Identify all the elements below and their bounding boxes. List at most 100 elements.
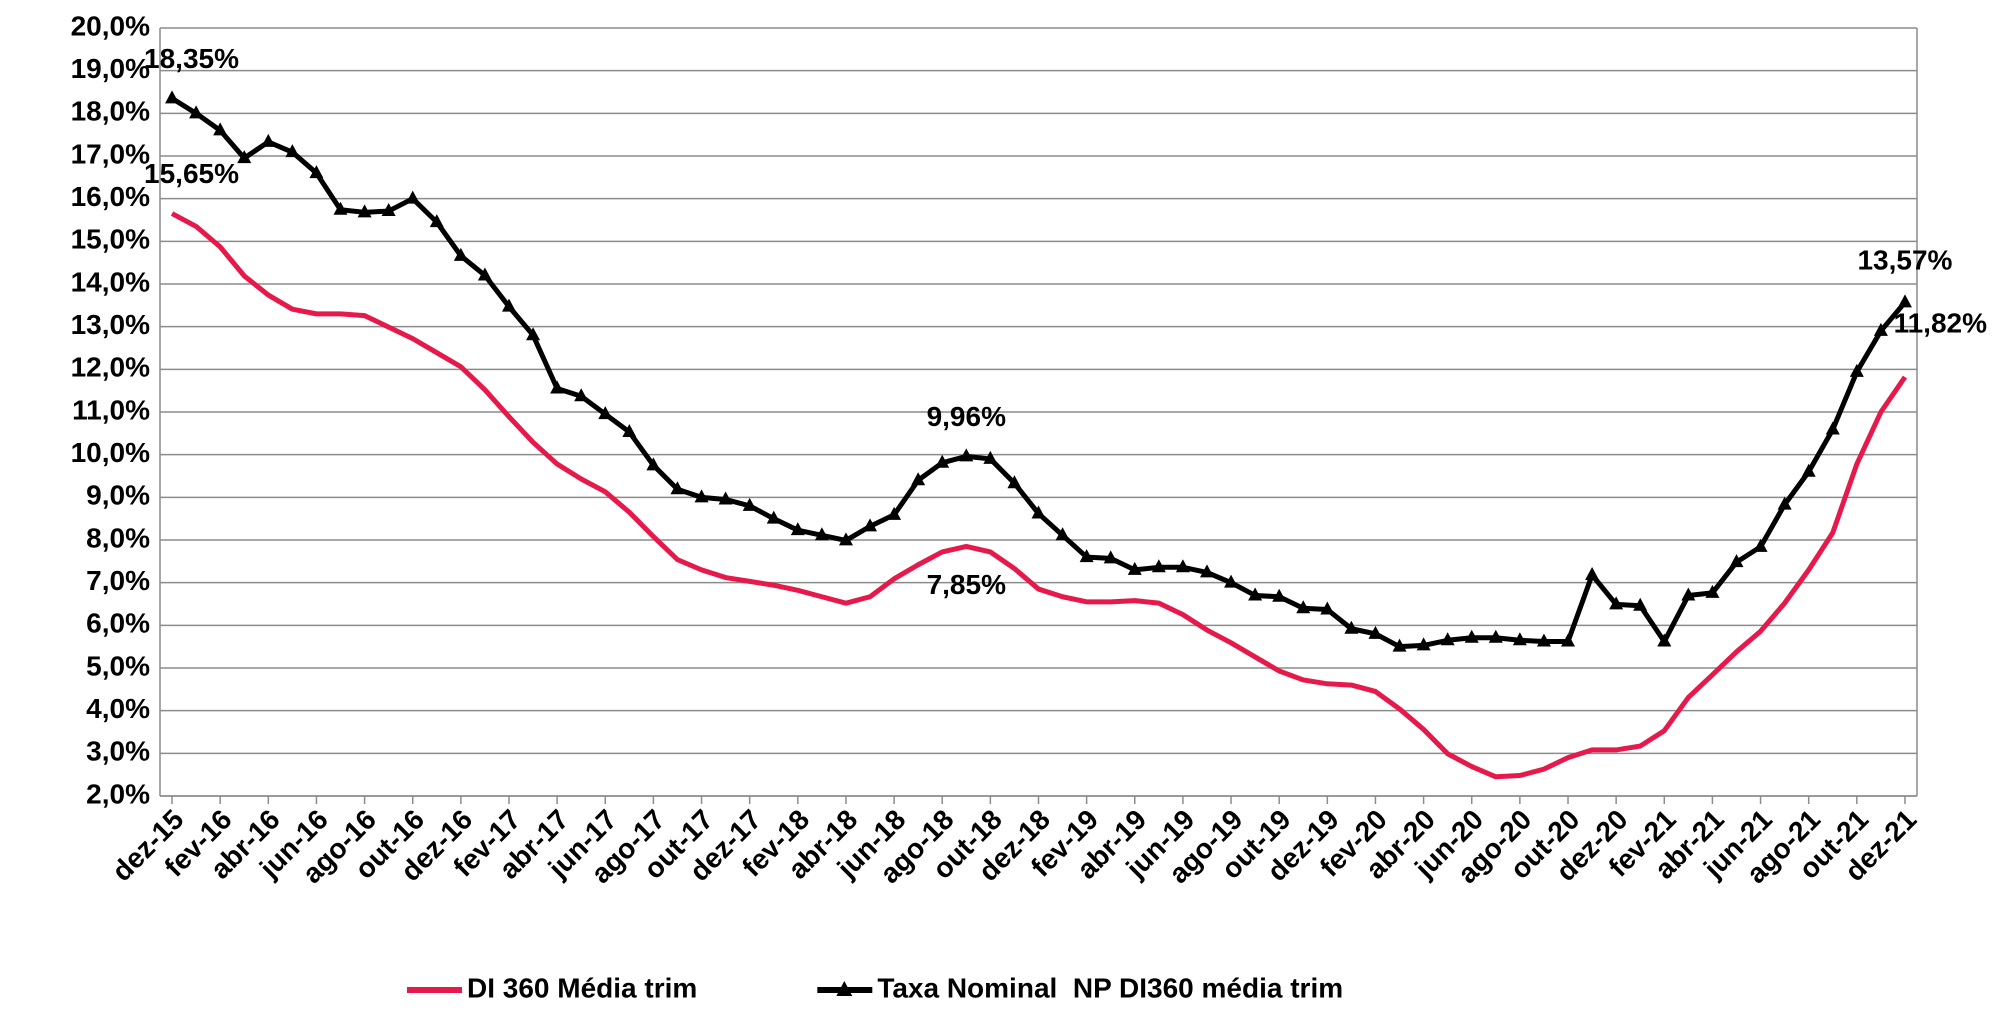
marker (1512, 632, 1527, 646)
marker (670, 481, 685, 495)
marker (1873, 322, 1888, 336)
marker (1536, 633, 1551, 647)
data-label: 13,57% (1857, 245, 1952, 276)
marker (1392, 638, 1407, 652)
legend-marker (836, 981, 853, 996)
marker (790, 522, 805, 536)
marker (742, 497, 757, 511)
y-tick-label: 11,0% (72, 394, 150, 425)
marker (501, 298, 516, 312)
marker (1657, 633, 1672, 647)
marker (1296, 600, 1311, 614)
marker (165, 90, 180, 104)
marker (429, 214, 444, 228)
marker (1055, 527, 1070, 541)
marker (959, 448, 974, 462)
series-line (170, 211, 1908, 780)
marker (1561, 633, 1576, 647)
data-label: 11,82% (1894, 307, 1988, 338)
marker (381, 203, 396, 217)
marker (189, 105, 204, 119)
data-label: 7,85% (927, 569, 1006, 600)
marker (1079, 549, 1094, 563)
marker (405, 190, 420, 204)
y-tick-label: 8,0% (86, 522, 150, 553)
marker (1440, 632, 1455, 646)
marker (1488, 629, 1503, 643)
marker (477, 267, 492, 281)
y-tick-label: 14,0% (71, 266, 150, 297)
y-tick-label: 6,0% (86, 608, 150, 639)
marker (1681, 587, 1696, 601)
marker (1633, 597, 1648, 611)
marker (309, 165, 324, 179)
marker (1825, 421, 1840, 435)
marker (1609, 596, 1624, 610)
marker (1585, 566, 1600, 580)
marker (1753, 538, 1768, 552)
marker (863, 518, 878, 532)
marker (935, 454, 950, 468)
y-tick-label: 18,0% (71, 96, 150, 127)
y-tick-label: 9,0% (86, 480, 150, 511)
marker (1801, 463, 1816, 477)
marker (1199, 564, 1214, 578)
y-tick-label: 2,0% (86, 778, 150, 809)
marker (1320, 601, 1335, 615)
marker (1344, 620, 1359, 634)
data-label: 15,65% (144, 158, 239, 189)
marker (1007, 475, 1022, 489)
marker (1031, 505, 1046, 519)
legend-label: DI 360 Média trim (467, 972, 697, 1003)
marker (598, 406, 613, 420)
marker (1272, 588, 1287, 602)
marker (766, 510, 781, 524)
series-line (170, 96, 1907, 650)
y-tick-label: 5,0% (86, 650, 150, 681)
marker (550, 380, 565, 394)
marker (237, 150, 252, 164)
marker (911, 472, 926, 486)
marker (261, 133, 276, 147)
marker (887, 506, 902, 520)
marker (983, 450, 998, 464)
marker (694, 489, 709, 503)
legend-label: Taxa Nominal NP DI360 média trim (877, 972, 1343, 1003)
marker (718, 491, 733, 505)
marker (1897, 294, 1912, 308)
marker (1705, 584, 1720, 598)
marker (213, 122, 228, 136)
y-tick-label: 7,0% (86, 565, 150, 596)
y-tick-label: 17,0% (71, 138, 150, 169)
y-tick-label: 12,0% (71, 352, 150, 383)
marker (526, 327, 541, 341)
marker (1368, 625, 1383, 639)
marker (1224, 574, 1239, 588)
marker (814, 527, 829, 541)
marker (1103, 550, 1118, 564)
y-tick-label: 4,0% (86, 693, 150, 724)
marker (1416, 637, 1431, 651)
marker (646, 457, 661, 471)
marker (1127, 561, 1142, 575)
marker (622, 424, 637, 438)
y-tick-label: 20,0% (71, 10, 150, 41)
marker (574, 388, 589, 402)
marker (838, 532, 853, 546)
marker (285, 144, 300, 158)
data-label: 18,35% (144, 43, 239, 74)
marker (1729, 554, 1744, 568)
marker (1151, 559, 1166, 573)
marker (453, 247, 468, 261)
marker (333, 201, 348, 215)
marker (1248, 587, 1263, 601)
y-tick-label: 16,0% (71, 181, 150, 212)
y-tick-label: 10,0% (71, 437, 150, 468)
y-tick-label: 13,0% (71, 309, 150, 340)
y-tick-label: 15,0% (71, 224, 150, 255)
marker (357, 204, 372, 218)
marker (1849, 363, 1864, 377)
marker (1777, 496, 1792, 510)
marker (1175, 559, 1190, 573)
data-label: 9,96% (927, 401, 1006, 432)
